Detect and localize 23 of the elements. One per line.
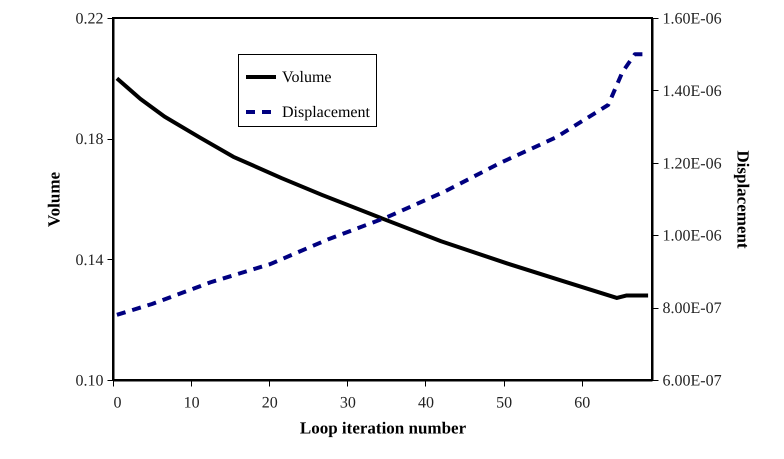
y2-tick-label: 1.20E-06 (662, 155, 722, 172)
y2-tick-label: 8.00E-07 (662, 300, 722, 318)
y2-tick-label: 1.40E-06 (662, 82, 722, 100)
x-tick-label: 10 (184, 394, 200, 412)
y2-tick-label: 1.60E-06 (662, 10, 722, 28)
y2-tick-label: 6.00E-07 (662, 372, 722, 390)
x-tick-label: 60 (574, 394, 590, 412)
x-tick-label: 20 (262, 394, 278, 412)
x-tick-label: 50 (496, 394, 512, 412)
legend-label: Volume (282, 69, 332, 86)
y-tick-label: 0.18 (76, 131, 104, 148)
line-series (114, 52, 645, 317)
y-axis-title: Volume (44, 172, 64, 228)
y-tick-label: 0.14 (76, 252, 104, 269)
x-axis-title: Loop iteration number (300, 418, 467, 438)
y-tick-label: 0.10 (76, 372, 104, 390)
y2-axis-title: Displacement (734, 150, 753, 249)
x-tick-label: 0 (114, 394, 122, 412)
x-tick-label: 40 (418, 394, 434, 412)
y2-tick-label: 1.00E-06 (662, 228, 722, 245)
x-tick-label: 30 (340, 394, 356, 412)
y-tick-label: 0.22 (76, 10, 104, 28)
legend-label: Displacement (282, 104, 371, 121)
